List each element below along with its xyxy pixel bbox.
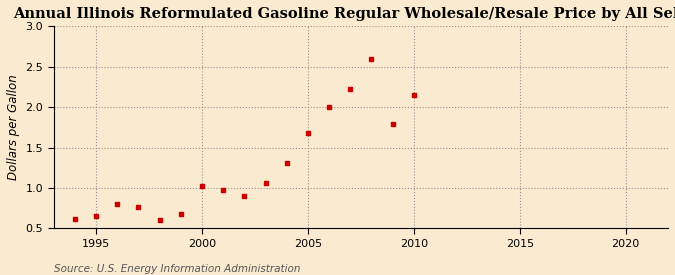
- Point: [196, 183, 207, 188]
- Point: [154, 218, 165, 222]
- Point: [176, 212, 186, 216]
- Point: [345, 87, 356, 92]
- Point: [387, 122, 398, 126]
- Point: [133, 205, 144, 210]
- Point: [260, 181, 271, 185]
- Point: [281, 161, 292, 165]
- Title: Annual Illinois Reformulated Gasoline Regular Wholesale/Resale Price by All Sell: Annual Illinois Reformulated Gasoline Re…: [13, 7, 675, 21]
- Point: [239, 194, 250, 198]
- Text: Source: U.S. Energy Information Administration: Source: U.S. Energy Information Administ…: [54, 264, 300, 274]
- Point: [302, 131, 313, 135]
- Point: [112, 202, 123, 206]
- Y-axis label: Dollars per Gallon: Dollars per Gallon: [7, 75, 20, 180]
- Point: [90, 214, 101, 218]
- Point: [218, 188, 229, 192]
- Point: [324, 105, 335, 109]
- Point: [70, 217, 80, 222]
- Point: [366, 56, 377, 61]
- Point: [408, 93, 419, 97]
